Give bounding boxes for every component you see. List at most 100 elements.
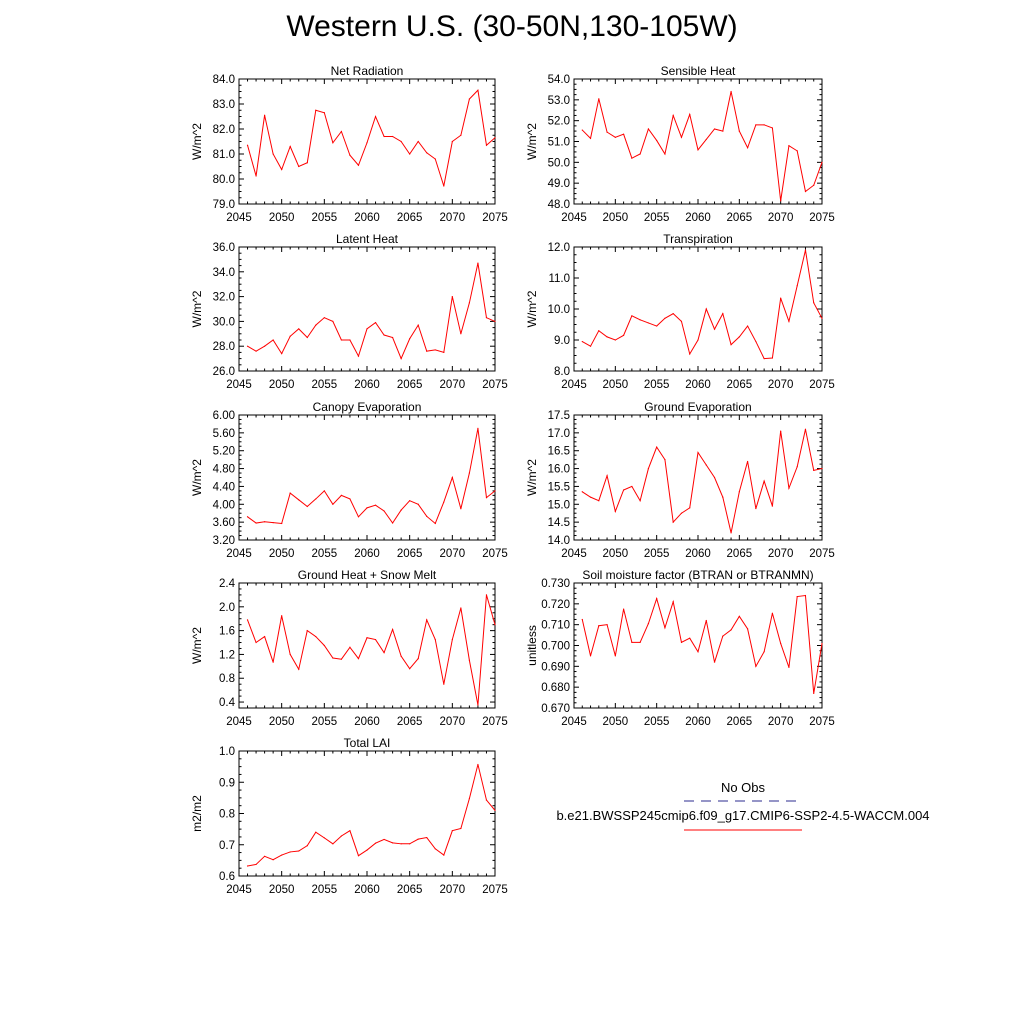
data-point [494,809,496,811]
data-point [689,353,691,355]
data-point [434,638,436,641]
x-tick-label: 2050 [603,379,629,391]
data-point [451,476,453,479]
series-line [247,764,496,867]
data-point [409,668,411,670]
data-point [697,651,699,653]
data-point [713,476,716,479]
data-point [664,459,666,461]
x-tick-label: 2065 [727,212,753,224]
series-line [581,91,823,201]
data-point [468,472,470,474]
data-point [598,330,600,332]
data-point [392,135,394,138]
series-line [581,429,823,533]
data-point [494,320,496,322]
data-point [680,512,683,514]
data-point [780,430,782,432]
data-point [747,147,749,149]
x-tick-label: 2045 [561,212,587,224]
data-point [639,153,641,155]
data-point [383,510,385,512]
data-point [664,317,666,319]
data-point [697,451,699,454]
data-point [443,683,445,685]
data-point [738,130,740,132]
data-point [614,339,616,341]
data-point [468,797,470,800]
x-tick-label: 2065 [727,548,753,560]
data-point [272,859,274,861]
data-point [460,607,462,609]
y-tick-label: 0.680 [541,682,570,694]
y-tick-label: 9.0 [554,335,570,347]
x-tick-label: 2045 [226,212,252,224]
data-point [383,838,385,841]
data-point [788,666,790,668]
data-point [747,460,749,463]
legend-label-no-obs: No Obs [721,780,766,795]
data-point [468,302,470,304]
data-point [255,350,257,352]
y-tick-label: 80.0 [213,174,235,186]
x-tick-label: 2070 [440,212,466,224]
data-point [443,501,445,503]
data-point [298,668,300,670]
y-tick-label: 30.0 [213,316,235,328]
data-point [374,322,377,324]
y-axis-label: W/m^2 [525,290,539,327]
x-tick-label: 2065 [397,548,423,560]
y-axis-label: W/m^2 [190,459,204,496]
data-point [246,865,249,867]
x-tick-label: 2065 [727,716,753,728]
page-title: Western U.S. (30-50N,130-105W) [286,10,738,43]
data-point [763,124,765,126]
data-point [738,615,740,617]
series-line [247,89,496,187]
data-point [460,134,462,136]
data-point [623,133,625,135]
data-point [697,149,699,151]
x-tick-label: 2075 [482,884,508,896]
y-tick-label: 10.0 [548,304,570,316]
data-point [755,340,757,343]
x-tick-label: 2070 [440,379,466,391]
y-tick-label: 0.6 [219,871,235,883]
y-tick-label: 53.0 [548,95,570,107]
data-point [323,837,325,839]
y-tick-label: 83.0 [213,99,235,111]
plot-frame [238,414,496,541]
data-point [821,161,823,163]
data-point [730,629,732,631]
data-point [298,499,300,501]
data-point [383,334,385,336]
data-point [451,296,453,298]
y-tick-label: 16.0 [548,464,570,476]
data-point [400,140,402,143]
data-point [598,500,600,502]
y-tick-label: 82.0 [213,124,235,136]
x-tick-label: 2075 [482,548,508,560]
data-point [434,522,436,525]
data-point [689,637,691,639]
y-tick-label: 79.0 [213,199,235,211]
panel-9: 2045 2050 2055 2060 2065 2070 2075 0.6 0.7 0.8 0.9… [190,736,508,896]
panel-2: 2045 2050 2055 2060 2065 2070 2075 48.0 49.0 50.0… [525,64,835,224]
data-point [323,317,325,319]
y-axis-label: W/m^2 [525,123,539,160]
data-point [392,522,394,524]
y-tick-label: 0.8 [219,673,235,685]
data-point [780,200,782,202]
panel-3: 2045 2050 2055 2060 2065 2070 2075 26.0 28.0 30.0… [190,232,508,391]
y-tick-label: 0.720 [541,599,570,611]
data-point [763,480,765,482]
data-point [349,646,351,648]
x-tick-label: 2055 [644,379,670,391]
data-point [771,127,774,129]
data-point [763,651,765,653]
data-point [631,157,633,159]
data-point [392,842,394,844]
y-tick-label: 51.0 [548,137,570,149]
x-tick-label: 2075 [482,212,508,224]
x-tick-label: 2075 [809,379,835,391]
